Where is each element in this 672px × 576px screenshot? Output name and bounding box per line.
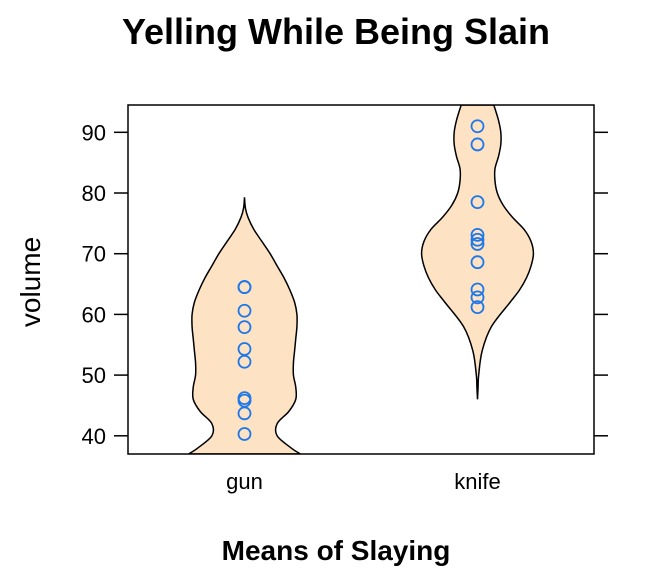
x-tick-label-knife: knife xyxy=(454,469,500,494)
data-point-gun-6 xyxy=(237,342,252,356)
y-tick-label: 90 xyxy=(82,120,106,145)
y-axis-title: volume xyxy=(15,237,46,327)
y-tick-label: 50 xyxy=(82,363,106,388)
data-point-knife-3 xyxy=(470,282,485,297)
plot-frame xyxy=(127,104,595,455)
data-point-knife-9 xyxy=(470,137,485,152)
axes-layer: 40 50 60 70 80 90 gun knife xyxy=(82,120,608,494)
data-point-knife-1 xyxy=(470,300,485,315)
x-axis-title: Means of Slaying xyxy=(222,535,451,566)
violins-layer xyxy=(187,105,535,454)
violin-knife xyxy=(420,105,535,400)
data-point-gun-7 xyxy=(237,320,252,335)
y-tick-label: 60 xyxy=(82,302,106,327)
data-point-gun-1 xyxy=(237,427,252,441)
data-point-knife-2 xyxy=(470,290,485,305)
chart-title: Yelling While Being Slain xyxy=(122,11,550,52)
data-point-knife-8 xyxy=(470,195,485,210)
x-tick-label-gun: gun xyxy=(226,469,263,494)
data-point-gun-8 xyxy=(237,303,252,318)
violin-gun xyxy=(187,197,302,454)
data-point-gun-4 xyxy=(237,391,252,406)
data-point-knife-4 xyxy=(470,255,485,270)
data-point-gun-10 xyxy=(237,280,252,294)
data-point-knife-5 xyxy=(470,237,485,251)
y-tick-label: 70 xyxy=(82,242,106,267)
data-point-knife-10 xyxy=(470,119,485,134)
data-point-knife-6 xyxy=(470,232,485,247)
points-layer xyxy=(237,119,485,441)
data-point-knife-7 xyxy=(470,227,485,242)
y-tick-label: 40 xyxy=(82,424,106,449)
y-tick-label: 80 xyxy=(82,181,106,206)
